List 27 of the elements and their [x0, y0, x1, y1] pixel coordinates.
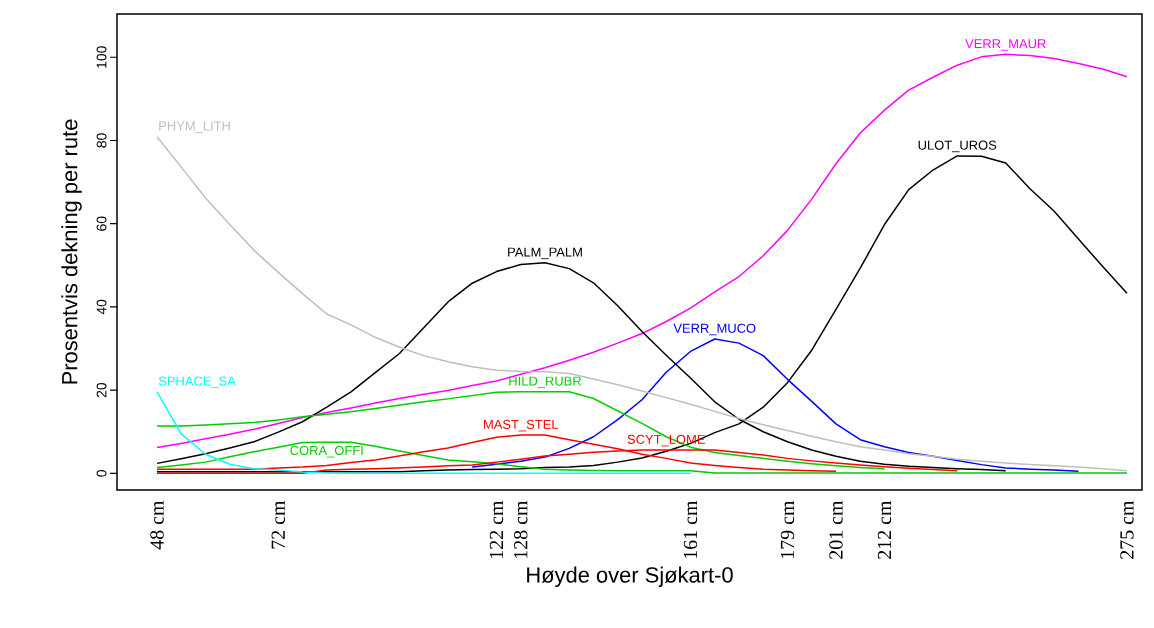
series-label: CORA_OFFI — [290, 445, 363, 458]
series-label: VERR_MUCO — [673, 323, 756, 336]
y-tick-label: 60 — [96, 216, 107, 231]
y-tick-label: 80 — [96, 133, 107, 148]
x-axis-title: Høyde over Sjøkart-0 — [527, 566, 733, 587]
x-tick-label: 72 cm — [271, 500, 285, 549]
x-tick-label: 275 cm — [1120, 500, 1134, 559]
x-tick-label: 201 cm — [829, 500, 843, 559]
x-tick-label: 161 cm — [683, 500, 698, 558]
y-tick-label: 0 — [96, 470, 107, 477]
y-axis-title: Prosentvis dekning per rute — [61, 119, 82, 384]
x-tick-label: 179 cm — [780, 500, 795, 558]
series-label: HILD_RUBR — [509, 376, 582, 389]
y-tick-label: 100 — [96, 46, 107, 68]
series-label: ULOT_UROS — [918, 140, 997, 153]
series-label: VERR_MAUR — [965, 39, 1046, 51]
x-tick-label: 212 cm — [877, 500, 892, 559]
y-tick-label: 40 — [96, 299, 107, 315]
x-tick-label: 48 cm — [150, 500, 164, 550]
series-label: SPHACE_SA — [158, 376, 236, 389]
x-tick-label: 122 cm — [489, 500, 504, 558]
x-tick-label: 128 cm — [514, 500, 528, 558]
series-label: MAST_STEL — [484, 419, 559, 432]
series-label: PHYM_LITH — [159, 121, 230, 134]
line-series — [471, 338, 1080, 473]
series-label: PALM_PALM — [508, 247, 582, 260]
y-tick-label: 20 — [96, 382, 107, 398]
